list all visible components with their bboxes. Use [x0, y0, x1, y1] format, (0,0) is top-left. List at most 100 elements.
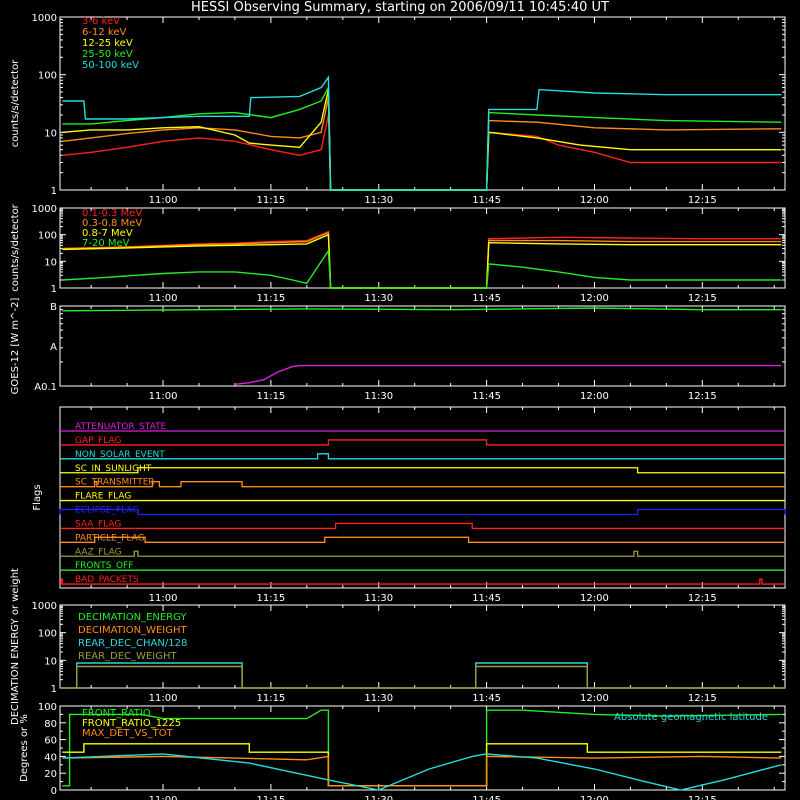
series-goes-high-channel [234, 364, 782, 385]
x-tick-label: 11:45 [472, 693, 501, 704]
plot-title: HESSI Observing Summary, starting on 200… [191, 0, 609, 15]
flag-flare_flag: FLARE_FLAG [60, 492, 785, 502]
x-tick-label: 12:00 [580, 391, 609, 402]
flag-label: ATTENUATOR_STATE [75, 422, 167, 432]
x-tick-label: 12:15 [688, 593, 717, 604]
x-tick-label: 12:15 [688, 391, 717, 402]
legend-label: 3-6 keV [82, 16, 120, 27]
y-tick-label: 1 [51, 284, 57, 295]
y-axis-label: GOES-12 [W m^-2] [10, 298, 21, 395]
x-tick-label: 11:15 [256, 293, 285, 304]
y-axis-label: Degrees or % [19, 714, 30, 782]
y-tick-label: 100 [38, 231, 57, 242]
legend-label: 0.1-0.3 MeV [82, 208, 142, 219]
y-tick-label: 1 [51, 186, 57, 197]
panel-counts_low: 11:00 11:15 11:30 11:45 12:00 12:15 counts/s/d… [10, 13, 786, 206]
x-tick-label: 11:45 [472, 795, 501, 800]
y-axis-label: DECIMATION ENERGY or weight [10, 568, 21, 725]
x-tick-label: 12:00 [580, 195, 609, 206]
x-tick-label: 11:45 [472, 593, 501, 604]
series-25-50-kev [62, 84, 782, 191]
flag-label: GAP_FLAG [75, 436, 121, 446]
series-max-det-vs-tot [62, 755, 782, 787]
flag-label: AAZ_FLAG [75, 547, 122, 557]
legend-label: 0.3-0.8 MeV [82, 218, 142, 229]
x-tick-label: 12:00 [580, 593, 609, 604]
flag-non_solar_event: NON_SOLAR_EVENT [60, 450, 785, 460]
y-tick-label: 0 [51, 786, 57, 797]
y-tick-label: 60 [44, 736, 57, 747]
x-tick-label: 11:00 [149, 195, 178, 206]
x-tick-label: 12:15 [688, 795, 717, 800]
flag-label: PARTICLE_FLAG [75, 533, 145, 543]
panel-flags: 11:00 11:15 11:30 11:45 12:00 12:15 Flags ATTEN… [32, 406, 786, 604]
y-tick-label: 100 [38, 71, 57, 82]
x-tick-label: 11:00 [149, 795, 178, 800]
x-tick-label: 11:00 [149, 293, 178, 304]
flag-saa_flag: SAA_FLAG [60, 519, 785, 529]
legend-label: DECIMATION_ENERGY [78, 612, 187, 623]
flag-label: ECLIPSE_FLAG [75, 506, 139, 516]
legend-label: 25-50 keV [82, 49, 133, 60]
panel-decimation: 11:00 11:15 11:30 11:45 12:00 12:15 DECIMATION… [10, 568, 786, 725]
x-tick-label: 11:30 [364, 293, 393, 304]
y-tick-label: 20 [44, 769, 57, 780]
flag-label: SAA_FLAG [75, 519, 121, 529]
flag-label: BAD_PACKETS [75, 575, 139, 585]
y-tick-label: 40 [44, 752, 57, 763]
flag-label: SC_TRANSMITTER [75, 478, 155, 488]
y-tick-label: 10 [44, 128, 57, 139]
flag-aaz_flag: AAZ_FLAG [60, 547, 785, 557]
legend-label: DECIMATION_WEIGHT [78, 625, 187, 636]
series-12-25-kev [62, 89, 782, 191]
flag-particle_flag: PARTICLE_FLAG [60, 533, 785, 543]
flag-trace [60, 453, 785, 460]
x-tick-label: 11:45 [472, 293, 501, 304]
flag-trace [60, 481, 785, 488]
x-tick-label: 12:00 [580, 795, 609, 800]
flag-attenuator_state: ATTENUATOR_STATE [60, 422, 785, 432]
flag-sc_in_sunlight: SC_IN_SUNLIGHT [60, 464, 785, 474]
y-axis-label: counts/s/detector [10, 203, 21, 291]
x-tick-label: 12:15 [688, 693, 717, 704]
legend-label: 0.8-7 MeV [82, 228, 133, 239]
x-tick-label: 11:00 [149, 391, 178, 402]
panel-counts_high: 11:00 11:15 11:30 11:45 12:00 12:15 counts/s/d… [10, 203, 786, 304]
flag-trace [60, 536, 785, 543]
panel-ratios: 11:00 11:15 11:30 11:45 12:00 12:15 Degrees or… [19, 702, 786, 800]
flag-label: NON_SOLAR_EVENT [75, 450, 165, 460]
legend-label: REAR_DEC_WEIGHT [78, 651, 177, 662]
flag-gap_flag: GAP_FLAG [60, 436, 785, 446]
x-tick-label: 11:30 [364, 693, 393, 704]
y-tick-label: A0.1 [34, 382, 57, 393]
y-tick-label: 1000 [32, 13, 57, 24]
flag-bad_packets: BAD_PACKETS [60, 575, 785, 585]
legend-label: 7-20 MeV [82, 238, 130, 249]
flag-trace [60, 522, 785, 530]
x-tick-label: 12:00 [580, 693, 609, 704]
series-front-ratio [62, 709, 782, 787]
x-tick-label: 12:00 [580, 293, 609, 304]
series-50-100-kev [62, 75, 782, 191]
y-tick-label: 100 [38, 702, 57, 713]
x-tick-label: 11:45 [472, 195, 501, 206]
y-tick-label: 10 [44, 257, 57, 268]
x-tick-label: 12:15 [688, 293, 717, 304]
panel-frame [59, 305, 786, 387]
legend-label: REAR_DEC_CHAN/128 [78, 638, 187, 649]
y-tick-label: 80 [44, 719, 57, 730]
flag-trace [59, 508, 786, 516]
y-tick-label: 1000 [32, 601, 57, 612]
flag-sc_transmitter: SC_TRANSMITTER [60, 478, 785, 488]
y-tick-label: B [50, 302, 57, 313]
series-3-6-kev [62, 114, 782, 191]
flag-label: SC_IN_SUNLIGHT [75, 464, 152, 474]
x-tick-label: 11:15 [256, 391, 285, 402]
series-6-12-kev [62, 97, 782, 191]
panel-frame [59, 406, 786, 589]
x-tick-label: 11:45 [472, 391, 501, 402]
legend-label: FRONT_RATIO_1225 [82, 718, 181, 729]
x-tick-label: 11:15 [256, 593, 285, 604]
legend-label: MAX_DET_VS_TOT [82, 728, 174, 739]
